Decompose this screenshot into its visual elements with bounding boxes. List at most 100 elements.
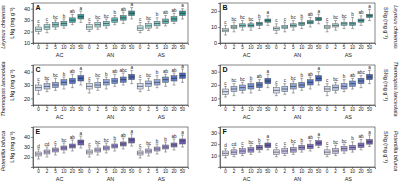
letter: c [54,140,57,145]
whisker-cap-max [300,78,303,79]
whisker-cap-max [45,22,48,23]
x-tick-label: 5 [54,45,57,50]
whisker-cap-max [45,147,48,148]
box [137,151,143,155]
box [248,84,254,89]
whisker-cap-max [37,149,40,150]
whisker-cap-max [130,70,133,71]
letter: bc [104,14,110,19]
panel: 01020025102050025102050025102050ACANAScb… [211,3,399,58]
x-tick: 2 [334,43,337,50]
median [163,79,169,80]
x-tick: 2 [233,167,236,174]
whisker-cap-max [224,86,227,87]
median [350,23,356,24]
x-tick: 50 [78,167,84,174]
whisker-cap-min [156,154,159,155]
whisker-cap-max [326,22,329,23]
whisker-cap-max [181,69,184,70]
median [103,23,109,24]
whisker-cap-max [224,148,227,149]
x-tick: 5 [54,167,57,174]
x-tick: 5 [156,43,159,50]
median [231,27,237,28]
x-tick: 50 [78,105,84,112]
median [95,150,101,151]
x-tick-label: 10 [248,169,254,174]
y-tick-mark [31,98,33,99]
median [307,146,313,147]
x-tick: 20 [121,167,127,174]
whisker-cap-max [351,78,354,79]
box [120,16,126,21]
median [112,81,118,82]
box [239,149,245,154]
x-tick-label: 10 [350,45,356,50]
whisker-cap-min [275,95,278,96]
x-tick: 0 [326,167,329,174]
x-tick: 20 [257,105,263,112]
x-tick: 50 [367,167,373,174]
y-tick: 20 [211,8,220,14]
whisker-cap-min [96,29,99,30]
x-tick-label: 2 [233,169,236,174]
y-axis-line [31,4,34,44]
box [69,78,75,83]
letter: b [156,12,159,17]
x-tick-label: 10 [61,169,67,174]
x-tick: 50 [316,43,322,50]
box [231,25,237,28]
median [44,27,50,28]
median [341,148,347,149]
whisker-cap-max [241,20,244,21]
group-label: AN [107,52,115,58]
y-tick-mark [31,20,33,21]
letter: c [139,17,142,22]
whisker-cap-max [122,73,125,74]
x-tick-label: 20 [70,45,76,50]
box [78,140,84,145]
median [265,81,271,82]
x-tick: 0 [224,167,227,174]
letter: ab [70,9,76,14]
y-axis-line [31,128,34,168]
whisker-cap-max [164,74,167,75]
x-tick-label: 10 [112,169,118,174]
whisker-cap-min [122,23,125,24]
median [290,149,296,150]
median [367,141,373,142]
letter: c [37,19,40,24]
letter: bc [248,17,254,22]
letter: c [37,77,40,82]
whisker-cap-max [181,135,184,136]
group-label: AN [107,114,115,120]
letter: bc [342,139,348,144]
whisker-cap-max [249,145,252,146]
whisker-cap-max [139,79,142,80]
median [52,150,58,151]
letter: a [368,4,371,9]
whisker-cap-max [96,20,99,21]
median [223,30,229,31]
x-tick: 50 [265,43,271,50]
whisker-cap-min [249,154,252,155]
y-tick-label: 10 [211,96,217,102]
x-tick-label: 2 [233,45,236,50]
box [61,146,67,150]
median [316,78,322,79]
box [265,78,271,83]
whisker-cap-min [147,156,150,157]
x-tick: 20 [121,105,127,112]
box [324,86,330,91]
median [273,152,279,153]
letter: bc [95,73,101,78]
letter: ab [171,68,177,73]
median [223,153,229,154]
box [358,143,364,148]
letter: bc [53,73,59,78]
box [324,25,330,28]
x-tick-label: 50 [180,45,186,50]
x-tick-label: 10 [163,169,169,174]
y-axis-line [218,66,221,106]
panel-letter: E [36,128,41,135]
